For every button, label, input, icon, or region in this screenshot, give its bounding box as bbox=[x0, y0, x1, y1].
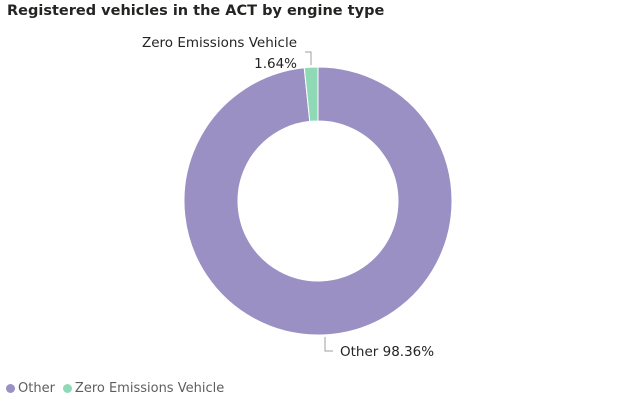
legend-swatch-other bbox=[6, 384, 15, 393]
leader-line-other bbox=[324, 336, 334, 352]
data-label-zero-emissions-value: 1.64% bbox=[254, 56, 297, 72]
data-label-zero-emissions-name: Zero Emissions Vehicle bbox=[142, 35, 297, 51]
legend-item-zero-emissions[interactable]: Zero Emissions Vehicle bbox=[62, 381, 225, 396]
chart-legend: Other Zero Emissions Vehicle bbox=[6, 381, 232, 396]
slice-other[interactable] bbox=[183, 66, 453, 336]
data-label-other: Other 98.36% bbox=[340, 344, 434, 360]
legend-label-other: Other bbox=[18, 381, 55, 396]
legend-swatch-zero-emissions bbox=[62, 384, 72, 393]
slice-zero-emissions-vehicle[interactable] bbox=[303, 66, 319, 122]
legend-label-zero-emissions: Zero Emissions Vehicle bbox=[74, 381, 225, 396]
legend-item-other[interactable]: Other bbox=[6, 381, 55, 396]
leader-line-zero-emissions bbox=[304, 51, 312, 66]
chart-title: Registered vehicles in the ACT by engine… bbox=[7, 3, 385, 19]
